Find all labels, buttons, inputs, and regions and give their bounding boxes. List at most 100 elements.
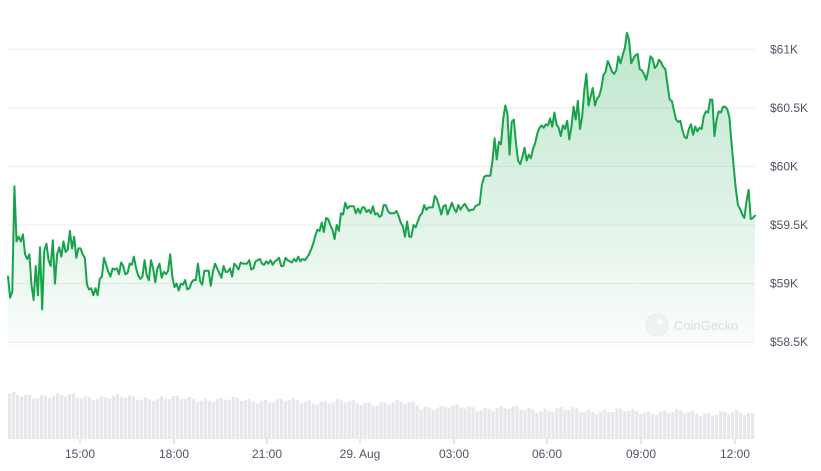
volume-bar <box>59 394 64 439</box>
volume-bar <box>391 402 395 439</box>
volume-bar <box>191 398 195 439</box>
volume-bar <box>399 402 403 439</box>
volume-bar <box>195 402 199 439</box>
x-tick-label: 21:00 <box>252 447 282 461</box>
volume-bar <box>599 411 603 439</box>
volume-bar <box>343 402 347 439</box>
volume-bar <box>255 403 259 439</box>
volume-bar <box>379 402 383 439</box>
volume-bar <box>435 408 439 439</box>
volume-bar <box>527 407 531 439</box>
volume-bar <box>727 414 731 439</box>
volume-bar <box>471 407 475 439</box>
price-area <box>8 32 755 348</box>
volume-bar <box>691 410 695 439</box>
volume-bar <box>523 410 527 439</box>
y-tick-label: $61K <box>770 42 798 56</box>
volume-bar <box>251 401 255 439</box>
volume-bar <box>731 412 735 439</box>
volume-bar <box>531 409 535 439</box>
volume-bar <box>207 400 211 439</box>
volume-bar <box>199 400 203 439</box>
volume-bar <box>323 401 327 439</box>
volume-bar <box>459 407 463 439</box>
volume-bar <box>47 398 52 439</box>
x-tick-label: 18:00 <box>159 447 189 461</box>
volume-bar <box>275 398 279 439</box>
volume-bar <box>479 410 483 439</box>
x-tick-label: 12:00 <box>720 447 750 461</box>
volume-bar <box>395 399 399 439</box>
volume-bar <box>143 397 148 439</box>
volume-bar <box>623 411 627 439</box>
x-axis-ticks: 15:00 18:00 21:00 29. Aug 03:00 06:00 09:00 12:… <box>65 439 750 461</box>
volume-bar <box>547 410 551 439</box>
volume-bar <box>351 399 355 439</box>
volume-bar <box>411 401 415 439</box>
y-tick-label: $60K <box>770 159 798 173</box>
volume-bar <box>611 411 615 439</box>
volume-bar <box>575 408 579 439</box>
volume-bar <box>719 411 723 439</box>
volume-bar <box>167 399 171 439</box>
volume-bar <box>723 411 727 439</box>
volume-bar <box>639 414 643 439</box>
volume-bar <box>543 408 547 439</box>
coingecko-watermark: CoinGecko <box>645 313 738 337</box>
volume-bar <box>107 398 112 439</box>
volume-bar <box>283 401 287 439</box>
volume-bar <box>363 402 367 439</box>
volume-bar <box>19 396 24 439</box>
volume-bar <box>595 414 599 439</box>
volume-bar <box>447 408 451 439</box>
volume-bar <box>683 413 687 439</box>
volume-bar <box>15 394 20 439</box>
volume-bar <box>271 402 275 439</box>
volume-bar <box>23 394 28 439</box>
volume-bar <box>307 400 311 439</box>
volume-bar <box>319 401 323 439</box>
volume-bar <box>347 401 351 439</box>
volume-bar <box>711 415 715 439</box>
volume-bar <box>187 396 191 439</box>
volume-bar <box>563 409 567 439</box>
volume-bar <box>443 406 447 439</box>
volume-bar <box>619 408 623 439</box>
volume-bar <box>539 411 543 439</box>
volume-bar <box>315 404 319 439</box>
volume-bar <box>71 393 76 439</box>
volume-bar <box>603 409 607 439</box>
volume-bar <box>259 401 263 439</box>
volume-bar <box>263 399 267 439</box>
volume-bar <box>267 402 271 439</box>
coingecko-logo-eye <box>657 319 663 325</box>
volume-bar <box>163 398 167 439</box>
volume-bar <box>463 408 467 439</box>
volume-bar <box>175 395 179 439</box>
volume-bar <box>687 412 691 439</box>
volume-bar <box>151 401 155 439</box>
volume-bar <box>299 403 303 439</box>
volume-bar <box>159 396 163 439</box>
volume-bar <box>475 410 479 439</box>
volume-bar <box>455 404 459 439</box>
volume-bar <box>651 414 655 439</box>
volume-bar <box>103 397 108 439</box>
volume-bar <box>503 408 507 439</box>
volume-bar <box>487 409 491 439</box>
volume-bar <box>511 406 515 439</box>
volume-bar <box>131 396 136 439</box>
volume-bar <box>571 407 575 439</box>
volume-bar <box>111 395 116 439</box>
volume-bar <box>559 407 563 439</box>
price-line-layer <box>7 31 756 311</box>
volume-bar <box>27 394 32 439</box>
volume-bar <box>655 414 659 439</box>
volume-bar <box>11 391 16 439</box>
volume-bar <box>99 395 104 439</box>
volume-bar <box>371 405 375 439</box>
volume-bar <box>43 395 48 439</box>
volume-bar <box>695 413 699 439</box>
volume-bar <box>491 411 495 439</box>
volume-bar <box>303 401 307 439</box>
